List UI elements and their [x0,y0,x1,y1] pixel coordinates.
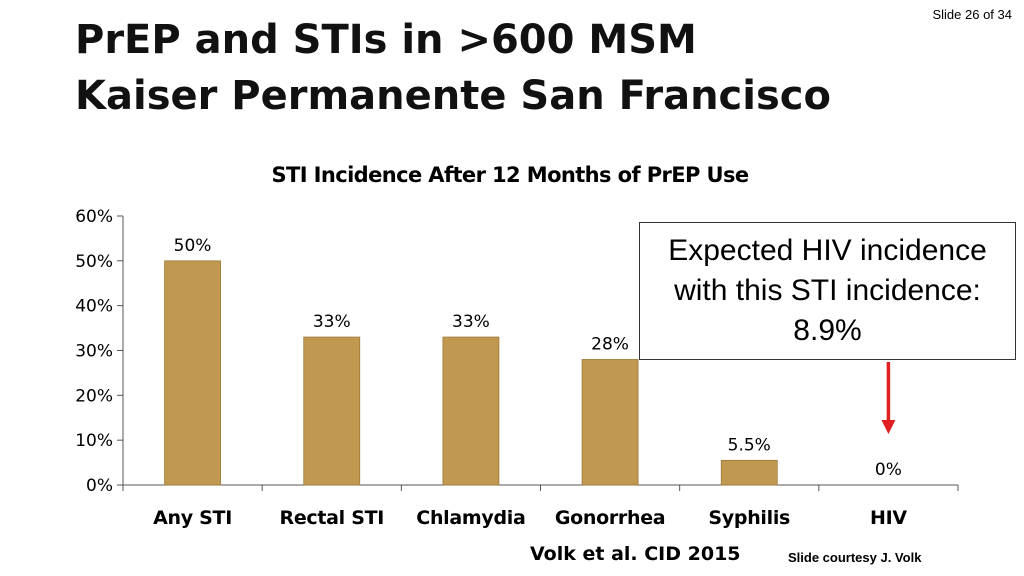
slide-number: Slide 26 of 34 [932,7,1012,22]
data-label: 33% [452,312,490,332]
slide-courtesy: Slide courtesy J. Volk [788,550,922,565]
category-label: Gonorrhea [555,507,666,529]
data-label: 33% [313,312,351,332]
arrow-head [881,420,896,434]
data-label: 5.5% [728,435,771,455]
category-label: Chlamydia [416,507,525,529]
data-label: 28% [591,334,629,354]
bar [720,459,778,486]
category-label: Syphilis [708,507,790,529]
y-tick-label: 20% [75,386,113,406]
hiv-incidence-callout: Expected HIV incidence with this STI inc… [639,222,1016,360]
slide-title: PrEP and STIs in >600 MSM Kaiser Permane… [75,12,831,124]
slide-title-line-1: PrEP and STIs in >600 MSM [75,17,697,63]
citation: Volk et al. CID 2015 [530,543,741,565]
bar [164,260,221,486]
bar [581,359,639,486]
y-tick-label: 10% [75,431,113,451]
y-tick-label: 40% [75,297,113,317]
bar [303,336,361,486]
data-label: 0% [875,460,902,480]
category-label: Any STI [153,507,232,529]
y-tick-label: 0% [86,476,113,496]
y-tick-label: 50% [75,252,113,272]
chart-title: STI Incidence After 12 Months of PrEP Us… [271,163,749,187]
category-label: Rectal STI [279,507,384,529]
category-label: HIV [870,507,907,529]
y-tick-label: 60% [75,207,113,227]
slide-title-line-2: Kaiser Permanente San Francisco [75,73,831,119]
bar [442,336,500,486]
y-tick-label: 30% [75,342,113,362]
data-label: 50% [174,236,212,256]
